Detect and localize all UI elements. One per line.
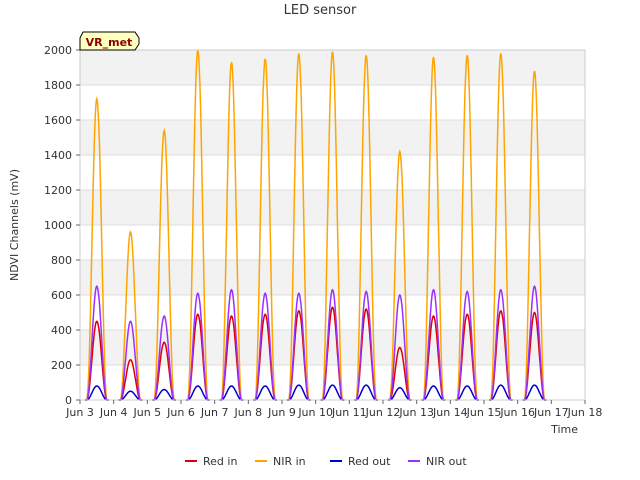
- x-tick-label: Jun 18: [567, 406, 603, 419]
- x-tick-label: Jun 12: [365, 406, 401, 419]
- x-tick-label: Jun 16: [499, 406, 535, 419]
- y-tick-label: 1400: [44, 149, 72, 162]
- legend-item-red-out: Red out: [330, 455, 391, 468]
- legend-label: Red in: [203, 455, 237, 468]
- y-tick-label: 1200: [44, 184, 72, 197]
- y-axis: 0 200 400 600 800 1000 1200 1400 1600 1800 2000: [44, 44, 80, 407]
- plot-band: [80, 120, 585, 155]
- y-axis-title: NDVI Channels (mV): [8, 169, 21, 281]
- x-tick-label: Jun 4: [99, 406, 128, 419]
- legend-item-nir-out: NIR out: [408, 455, 467, 468]
- legend-label: Red out: [348, 455, 391, 468]
- legend-item-nir-in: NIR in: [255, 455, 306, 468]
- site-badge-label: VR_met: [86, 36, 133, 49]
- x-tick-label: Jun 10: [297, 406, 333, 419]
- legend-label: NIR in: [273, 455, 306, 468]
- legend-label: NIR out: [426, 455, 467, 468]
- y-tick-label: 1600: [44, 114, 72, 127]
- x-tick-label: Jun 15: [466, 406, 502, 419]
- chart-title: LED sensor: [284, 3, 357, 18]
- x-tick-label: Jun 8: [233, 406, 262, 419]
- x-tick-label: Jun 6: [166, 406, 195, 419]
- x-tick-label: Jun 14: [432, 406, 468, 419]
- y-tick-label: 600: [51, 289, 72, 302]
- series-line-red-in: [85, 306, 547, 401]
- y-tick-label: 2000: [44, 44, 72, 57]
- series-layer: [85, 49, 547, 401]
- legend: Red in NIR in Red out NIR out: [185, 455, 467, 468]
- y-tick-label: 200: [51, 359, 72, 372]
- site-badge: VR_met: [79, 31, 140, 51]
- series-line-red-out: [85, 384, 547, 401]
- plot-band: [80, 330, 585, 365]
- x-tick-label: Jun 11: [331, 406, 367, 419]
- legend-item-red-in: Red in: [185, 455, 237, 468]
- x-tick-label: Jun 13: [398, 406, 434, 419]
- y-tick-label: 1800: [44, 79, 72, 92]
- plot-band: [80, 190, 585, 225]
- plot-bands: [80, 50, 585, 365]
- x-tick-label: Jun 7: [200, 406, 229, 419]
- y-tick-label: 800: [51, 254, 72, 267]
- x-tick-label: Jun 5: [132, 406, 161, 419]
- site-badge-box: [79, 31, 140, 51]
- x-tick-label: Jun 9: [267, 406, 296, 419]
- x-axis-title: Time: [550, 423, 578, 436]
- y-tick-label: 1000: [44, 219, 72, 232]
- x-tick-label: Jun 3: [65, 406, 94, 419]
- series-line-nir-out: [85, 285, 547, 401]
- x-tick-label: Jun 17: [533, 406, 569, 419]
- y-tick-label: 400: [51, 324, 72, 337]
- x-axis: Jun 3 Jun 4 Jun 5 Jun 6 Jun 7 Jun 8 Jun 9 Jun 1…: [65, 400, 602, 419]
- y-tick-label: 0: [65, 394, 72, 407]
